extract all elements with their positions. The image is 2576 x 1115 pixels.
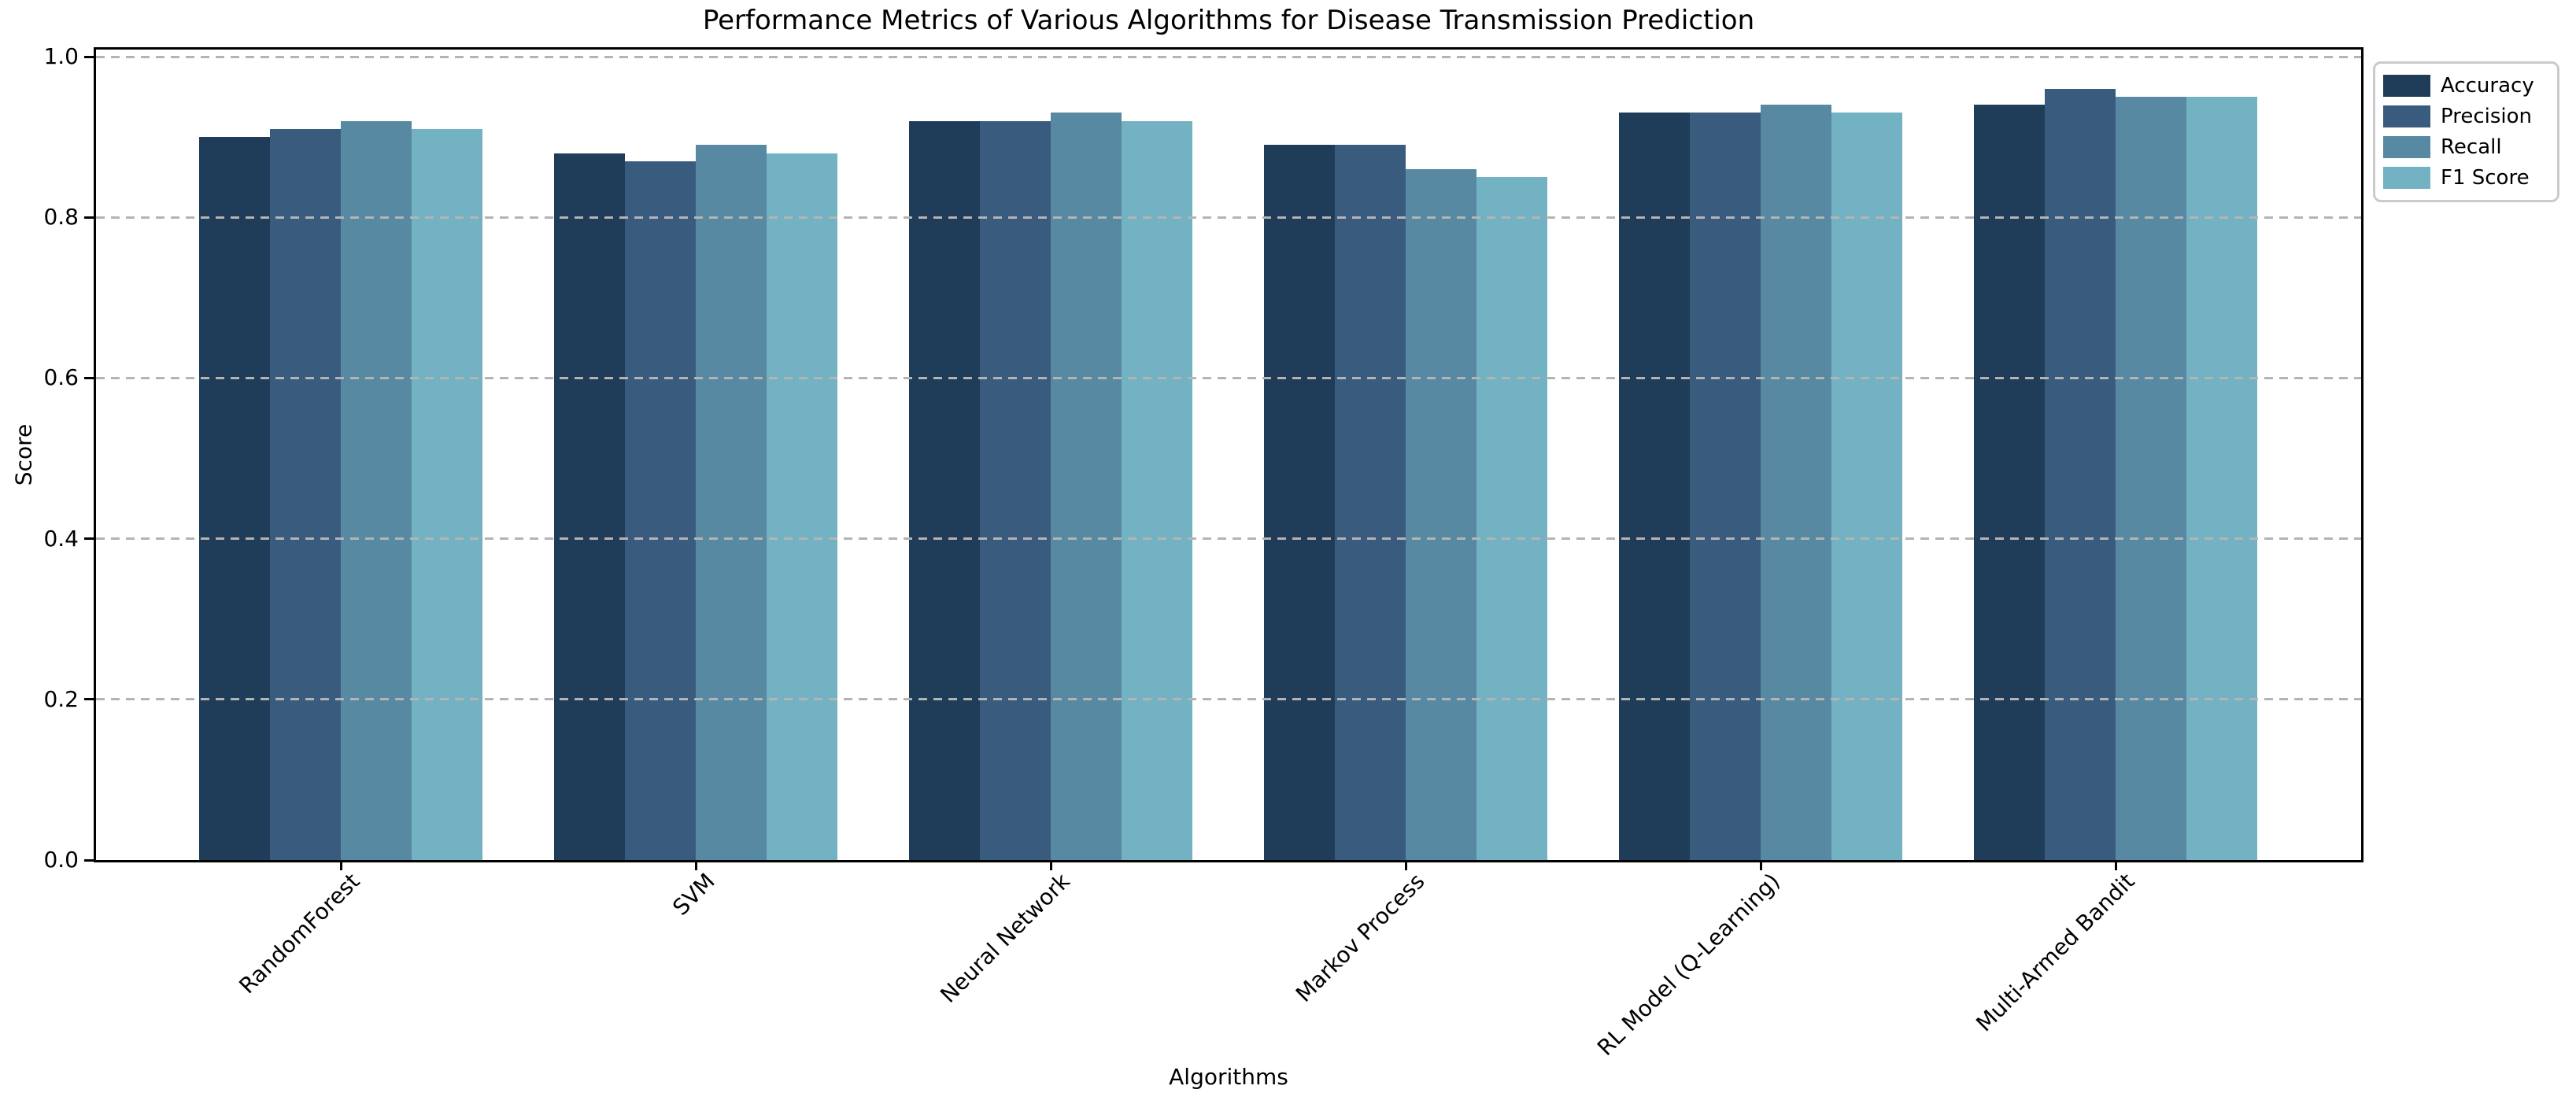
bar-precision-5 bbox=[2045, 88, 2116, 860]
y-tick-0.2 bbox=[84, 698, 94, 701]
x-tick-2 bbox=[1049, 860, 1052, 870]
x-tick-label: Multi-Armed Bandit bbox=[1971, 868, 2140, 1037]
bar-recall-1 bbox=[696, 145, 767, 860]
y-tick-label: 0.8 bbox=[43, 204, 79, 231]
y-tick-label: 0.0 bbox=[43, 847, 79, 873]
y-axis-label: Score bbox=[10, 423, 37, 486]
bar-f1-score-0 bbox=[412, 128, 482, 860]
bar-recall-2 bbox=[1051, 113, 1122, 860]
gridline-0.6 bbox=[96, 376, 2361, 379]
x-tick-label: SVM bbox=[667, 868, 720, 921]
y-tick-0.0 bbox=[84, 858, 94, 862]
plot-area bbox=[96, 50, 2361, 860]
legend: Accuracy Precision Recall F1 Score bbox=[2373, 61, 2559, 202]
y-tick-0.4 bbox=[84, 537, 94, 541]
legend-label: Precision bbox=[2441, 104, 2533, 128]
gridline-0.4 bbox=[96, 537, 2361, 541]
y-tick-label: 0.6 bbox=[43, 364, 79, 391]
x-tick-4 bbox=[1759, 860, 1762, 870]
y-tick-0.8 bbox=[84, 216, 94, 219]
chart-title: Performance Metrics of Various Algorithm… bbox=[702, 5, 1755, 36]
bar-f1-score-4 bbox=[1831, 113, 1902, 860]
bar-f1-score-5 bbox=[2186, 97, 2257, 860]
bar-accuracy-0 bbox=[199, 137, 270, 860]
y-tick-label: 1.0 bbox=[43, 43, 79, 69]
legend-item-recall: Recall bbox=[2383, 135, 2549, 159]
x-axis-label: Algorithms bbox=[1169, 1064, 1288, 1090]
bar-recall-0 bbox=[341, 120, 412, 860]
bar-accuracy-5 bbox=[1974, 105, 2045, 860]
bar-f1-score-3 bbox=[1476, 177, 1547, 860]
legend-item-accuracy: Accuracy bbox=[2383, 74, 2549, 98]
bar-f1-score-1 bbox=[767, 153, 837, 860]
x-tick-label: RandomForest bbox=[234, 868, 365, 999]
gridline-1.0 bbox=[96, 55, 2361, 58]
bar-precision-0 bbox=[270, 128, 341, 860]
bar-precision-3 bbox=[1335, 145, 1406, 860]
bar-recall-5 bbox=[2116, 97, 2186, 860]
bar-precision-1 bbox=[625, 161, 696, 860]
x-tick-0 bbox=[339, 860, 342, 870]
x-tick-label: Markov Process bbox=[1290, 868, 1430, 1007]
bar-accuracy-1 bbox=[554, 153, 625, 860]
bar-precision-4 bbox=[1690, 113, 1761, 860]
legend-swatch-accuracy bbox=[2383, 74, 2430, 97]
x-tick-label: Neural Network bbox=[935, 868, 1075, 1008]
x-tick-3 bbox=[1404, 860, 1407, 870]
y-tick-label: 0.2 bbox=[43, 685, 79, 712]
y-tick-1.0 bbox=[84, 55, 94, 58]
bar-recall-3 bbox=[1406, 168, 1476, 860]
bar-recall-4 bbox=[1761, 105, 1831, 860]
x-tick-label: RL Model (Q-Learning) bbox=[1591, 868, 1785, 1061]
bar-accuracy-2 bbox=[909, 120, 980, 860]
legend-swatch-recall bbox=[2383, 136, 2430, 159]
legend-swatch-precision bbox=[2383, 105, 2430, 127]
legend-label: F1 Score bbox=[2441, 166, 2530, 190]
gridline-0.2 bbox=[96, 698, 2361, 701]
legend-swatch-f1-score bbox=[2383, 167, 2430, 190]
y-tick-0.6 bbox=[84, 376, 94, 379]
legend-label: Recall bbox=[2441, 135, 2502, 160]
bar-f1-score-2 bbox=[1122, 120, 1192, 860]
x-tick-5 bbox=[2114, 860, 2117, 870]
legend-item-f1-score: F1 Score bbox=[2383, 166, 2549, 190]
legend-label: Accuracy bbox=[2441, 73, 2534, 98]
bar-accuracy-4 bbox=[1619, 113, 1690, 860]
x-tick-1 bbox=[694, 860, 697, 870]
gridline-0.8 bbox=[96, 216, 2361, 219]
bar-precision-2 bbox=[980, 120, 1051, 860]
legend-item-precision: Precision bbox=[2383, 105, 2549, 128]
y-tick-label: 0.4 bbox=[43, 525, 79, 552]
bar-accuracy-3 bbox=[1264, 145, 1335, 860]
